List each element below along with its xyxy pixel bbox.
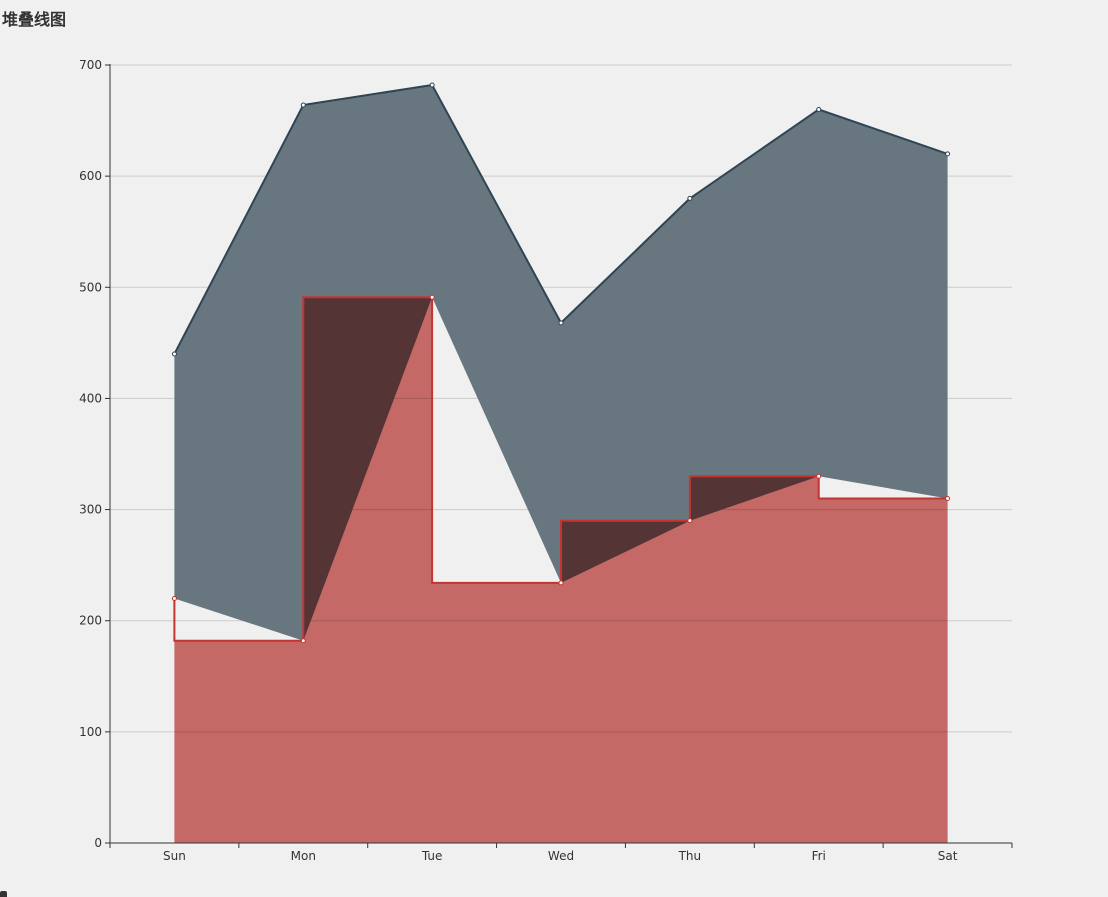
- y-tick-label: 0: [94, 836, 102, 850]
- series-2-point: [171, 351, 177, 357]
- series-2-point: [558, 320, 564, 326]
- series-2-point: [429, 82, 435, 88]
- x-tick-label: Thu: [678, 849, 702, 863]
- chart-title: 堆叠线图: [2, 10, 67, 29]
- series-2-point: [300, 102, 306, 108]
- x-tick-label: Fri: [812, 849, 826, 863]
- y-tick-label: 400: [79, 391, 102, 405]
- series-1-point: [687, 518, 693, 524]
- series-1-point: [429, 294, 435, 300]
- x-tick-label: Sun: [163, 849, 186, 863]
- series-areas: [174, 85, 948, 843]
- series-2-point: [687, 195, 693, 201]
- x-tick-label: Wed: [548, 849, 574, 863]
- series-1-point: [816, 473, 822, 479]
- corner-mark: [0, 891, 7, 897]
- axes: 0 100 200 300 400 500 600 700 Sun Mon Tue Wed Thu Fri…: [79, 58, 1013, 863]
- x-tick-label: Mon: [291, 849, 316, 863]
- y-tick-label: 600: [79, 169, 102, 183]
- series-1-point: [945, 495, 951, 501]
- data-points: [171, 82, 951, 644]
- series-2-area: [174, 85, 948, 641]
- y-tick-label: 100: [79, 725, 102, 739]
- y-tick-label: 500: [79, 280, 102, 294]
- x-tick-label: Tue: [421, 849, 443, 863]
- x-tick-label: Sat: [938, 849, 958, 863]
- y-tick-label: 700: [79, 58, 102, 72]
- series-1-point: [171, 595, 177, 601]
- series-2-point: [816, 106, 822, 112]
- y-tick-label: 300: [79, 503, 102, 517]
- series-1-point: [300, 638, 306, 644]
- series-2-point: [945, 151, 951, 157]
- y-tick-label: 200: [79, 614, 102, 628]
- series-1-point: [558, 580, 564, 586]
